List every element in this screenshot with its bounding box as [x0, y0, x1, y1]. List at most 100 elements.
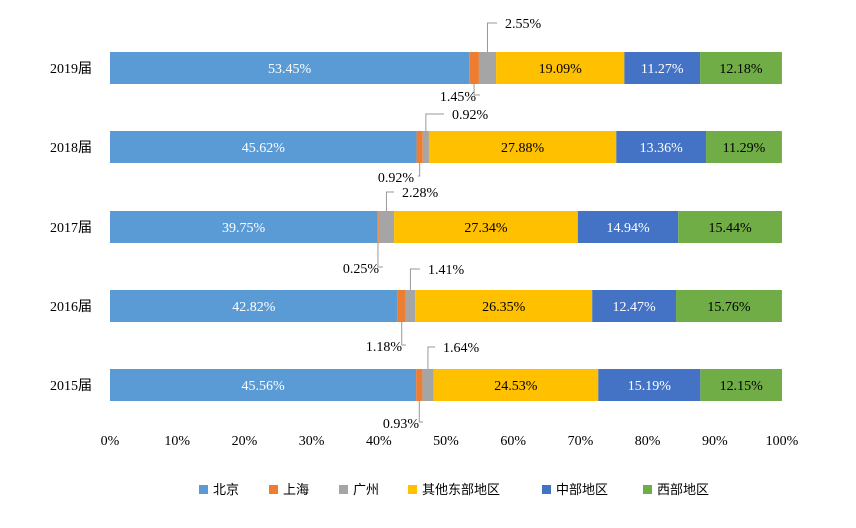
x-tick-label: 40% — [366, 434, 392, 449]
bar-segment-5 — [624, 52, 701, 84]
data-label: 14.94% — [606, 221, 650, 236]
category-label: 2019届 — [50, 62, 92, 77]
legend-label: 上海 — [283, 482, 309, 497]
legend-label: 广州 — [353, 482, 379, 497]
bar-segment-4 — [415, 290, 593, 322]
bar-segment-2 — [469, 52, 479, 84]
legend-swatch — [269, 485, 278, 494]
data-label: 27.34% — [464, 221, 508, 236]
legend-swatch — [643, 485, 652, 494]
bar-segment-5 — [616, 131, 707, 163]
leader-line — [473, 84, 480, 96]
data-label: 27.88% — [501, 141, 545, 156]
bar-segment-3 — [378, 211, 395, 243]
leader-line — [418, 163, 421, 177]
data-label: 15.19% — [628, 379, 672, 394]
leader-line — [409, 268, 420, 290]
data-label: 0.92% — [378, 171, 415, 186]
data-label: 45.62% — [242, 141, 286, 156]
data-label: 19.09% — [539, 62, 583, 77]
data-label: 53.45% — [268, 62, 312, 77]
leader-line — [486, 22, 497, 52]
category-label: 2015届 — [50, 379, 92, 394]
data-label: 12.15% — [720, 379, 764, 394]
leader-line — [425, 113, 444, 131]
legend-label: 北京 — [213, 482, 239, 497]
data-label: 11.27% — [641, 62, 684, 77]
x-tick-label: 0% — [101, 434, 120, 449]
bar-segment-1 — [110, 211, 378, 243]
data-label: 12.18% — [719, 62, 763, 77]
data-label: 26.35% — [482, 300, 526, 315]
x-tick-label: 20% — [232, 434, 258, 449]
bar-segment-3 — [478, 52, 497, 84]
bar-segment-5 — [577, 211, 679, 243]
bar-segment-4 — [433, 369, 599, 401]
category-label: 2016届 — [50, 300, 92, 315]
data-label: 0.25% — [343, 262, 380, 277]
bar-segment-4 — [394, 211, 578, 243]
leader-line — [385, 191, 394, 211]
bar-segment-3 — [422, 369, 434, 401]
data-label: 2.55% — [505, 17, 542, 32]
data-label: 13.36% — [640, 141, 684, 156]
bar-segment-3 — [422, 131, 429, 163]
bar-segment-2 — [377, 211, 379, 243]
bar-segment-1 — [110, 131, 417, 163]
bar-segment-1 — [110, 290, 398, 322]
bar-segment-6 — [676, 290, 782, 322]
bar-segment-4 — [496, 52, 625, 84]
x-tick-label: 100% — [766, 434, 799, 449]
x-tick-label: 60% — [500, 434, 526, 449]
data-label: 15.76% — [707, 300, 751, 315]
category-label: 2017届 — [50, 221, 92, 236]
leader-line — [418, 401, 423, 423]
data-label: 1.18% — [366, 340, 403, 355]
data-label: 45.56% — [241, 379, 285, 394]
x-tick-label: 80% — [635, 434, 661, 449]
bar-segment-1 — [110, 369, 417, 401]
data-label: 1.64% — [443, 341, 480, 356]
bar-segment-5 — [598, 369, 701, 401]
legend-swatch — [542, 485, 551, 494]
leader-line — [427, 346, 435, 369]
legend-label: 中部地区 — [556, 482, 608, 497]
data-label: 1.45% — [440, 90, 477, 105]
data-label: 0.92% — [452, 108, 489, 123]
x-tick-label: 90% — [702, 434, 728, 449]
bar-segment-6 — [706, 131, 782, 163]
data-label: 1.41% — [428, 263, 465, 278]
x-tick-label: 50% — [433, 434, 459, 449]
data-label: 42.82% — [232, 300, 276, 315]
legend-swatch — [199, 485, 208, 494]
legend-swatch — [408, 485, 417, 494]
bar-segment-6 — [678, 211, 782, 243]
x-tick-label: 30% — [299, 434, 325, 449]
bar-segment-2 — [416, 131, 423, 163]
bar-segment-6 — [700, 52, 782, 84]
bar-segment-6 — [700, 369, 782, 401]
leader-line — [401, 322, 406, 346]
data-label: 39.75% — [222, 221, 266, 236]
x-tick-label: 70% — [568, 434, 594, 449]
bar-segment-4 — [428, 131, 617, 163]
bar-segment-5 — [592, 290, 677, 322]
legend-swatch — [339, 485, 348, 494]
leader-line — [377, 243, 383, 268]
bar-segment-3 — [405, 290, 416, 322]
x-tick-label: 10% — [164, 434, 190, 449]
legend-label: 西部地区 — [657, 482, 709, 497]
bar-segment-2 — [416, 369, 423, 401]
data-label: 15.44% — [709, 221, 753, 236]
data-label: 12.47% — [613, 300, 657, 315]
data-label: 0.93% — [383, 417, 420, 432]
data-label: 24.53% — [494, 379, 538, 394]
data-label: 11.29% — [723, 141, 766, 156]
data-label: 2.28% — [402, 186, 439, 201]
bar-segment-1 — [110, 52, 470, 84]
category-label: 2018届 — [50, 141, 92, 156]
legend-label: 其他东部地区 — [422, 482, 500, 497]
bar-segment-2 — [397, 290, 406, 322]
